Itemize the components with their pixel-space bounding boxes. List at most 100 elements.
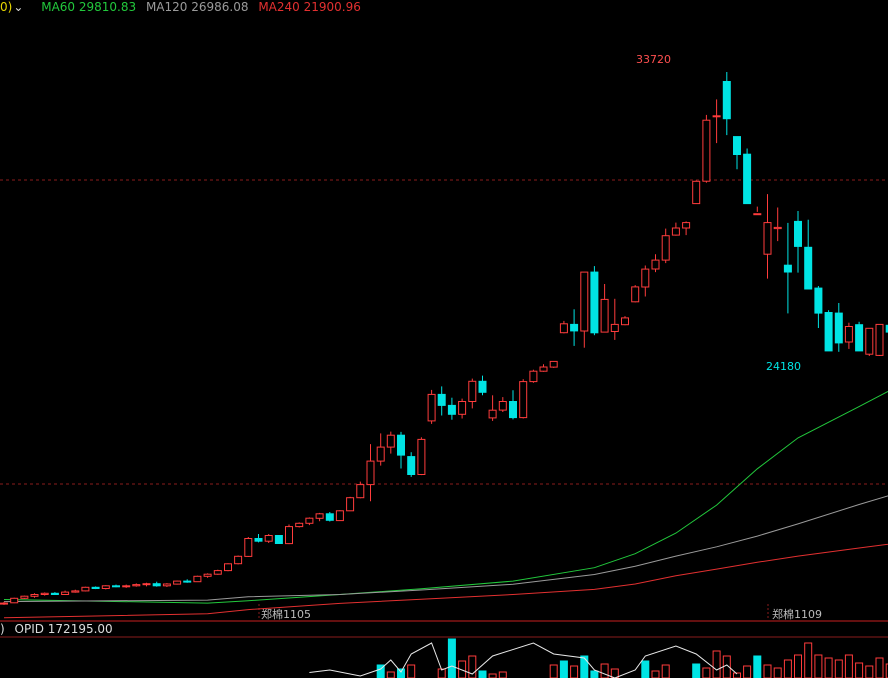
up-candle — [30, 593, 39, 598]
up-candle — [498, 397, 507, 412]
candle-body — [875, 323, 884, 356]
down-candle — [447, 397, 456, 420]
up-candle — [539, 364, 548, 372]
contract-label-1109: 郑棉1109 — [772, 607, 822, 621]
candle-body — [692, 180, 701, 205]
candle-body — [865, 327, 874, 355]
up-candle — [335, 510, 344, 522]
candle-body — [61, 591, 70, 595]
candle-body — [631, 286, 640, 303]
candle-body — [193, 575, 202, 583]
volume-bar-up — [407, 664, 416, 678]
candle-body — [101, 585, 110, 589]
contract-label-1105: 郑棉1105 — [261, 607, 311, 621]
candle-body — [234, 555, 243, 565]
up-candle — [101, 585, 110, 590]
down-candle — [885, 324, 888, 333]
candle-body — [213, 570, 222, 575]
down-candle — [814, 286, 823, 328]
volume-bar-up — [875, 657, 884, 678]
candle-body — [559, 323, 568, 334]
volume-bar-down — [590, 670, 599, 678]
down-candle — [509, 390, 517, 420]
up-candle — [203, 573, 212, 578]
candle-body — [10, 597, 19, 604]
candle-body — [122, 585, 131, 588]
chevron-down-icon[interactable]: ⌄ — [13, 0, 24, 14]
volume-prefix: ) — [0, 622, 5, 636]
up-candle — [712, 99, 721, 144]
volume-bar-up — [743, 665, 752, 678]
up-candle — [285, 524, 293, 545]
volume-bar-down — [753, 655, 762, 678]
up-candle — [10, 597, 19, 604]
candle-body — [671, 227, 680, 236]
down-candle — [152, 581, 161, 587]
candle-body — [91, 586, 100, 589]
volume-bar-down — [559, 660, 568, 678]
candle-body — [325, 513, 334, 521]
up-candle — [682, 221, 691, 236]
up-candle — [580, 271, 589, 348]
volume-bar-up — [712, 650, 721, 678]
down-candle — [397, 431, 405, 469]
candle-body — [661, 235, 670, 261]
ma240-label: MA240 21900.96 — [258, 0, 361, 14]
up-candle — [61, 590, 70, 595]
up-candle — [40, 592, 49, 596]
volume-bar-up — [794, 654, 802, 678]
volume-bar-down — [376, 664, 385, 678]
candle-body — [468, 380, 477, 402]
up-candle — [661, 228, 670, 264]
candle-body — [824, 312, 833, 352]
up-candle — [213, 569, 222, 575]
down-candle — [590, 266, 599, 336]
down-candle — [804, 219, 813, 290]
up-candle — [417, 437, 426, 476]
candle-body — [447, 404, 456, 415]
down-candle — [783, 222, 792, 314]
up-candle — [641, 265, 650, 297]
candle-body — [203, 573, 212, 577]
up-candle — [386, 431, 395, 454]
volume-bar-up — [549, 664, 558, 678]
up-candle — [173, 580, 182, 585]
period-selector-label[interactable]: 0) — [0, 0, 13, 14]
candle-body — [783, 264, 792, 273]
candle-body — [702, 119, 711, 182]
up-candle — [366, 444, 375, 502]
up-candle — [549, 360, 558, 368]
candle-body — [549, 360, 558, 368]
up-candle — [193, 575, 202, 583]
up-candle — [224, 563, 232, 572]
candle-body — [20, 595, 29, 599]
down-candle — [254, 534, 263, 543]
candle-body — [81, 586, 90, 592]
candle-body — [40, 592, 49, 595]
high-price-label: 33720 — [636, 53, 671, 66]
candle-body — [773, 226, 782, 230]
down-candle — [478, 375, 487, 396]
candle-body — [498, 401, 507, 411]
candle-body — [733, 136, 741, 156]
opid-line — [309, 642, 738, 678]
volume-bar-up — [488, 673, 497, 678]
up-candle — [559, 320, 568, 334]
volume-panel — [309, 638, 888, 678]
volume-bar-down — [447, 638, 456, 678]
candle-body — [570, 323, 579, 332]
up-candle — [468, 378, 477, 409]
candle-body — [458, 401, 467, 415]
volume-bar-up — [834, 659, 843, 678]
volume-bar-down — [641, 660, 650, 678]
candle-body — [621, 317, 629, 326]
volume-bar-up — [600, 663, 609, 678]
candle-body — [509, 401, 517, 419]
candle-body — [376, 446, 385, 462]
candle-body — [295, 522, 304, 528]
up-candle — [844, 322, 853, 349]
up-candle — [264, 534, 273, 543]
candle-body — [183, 580, 192, 583]
up-candle — [162, 583, 171, 587]
